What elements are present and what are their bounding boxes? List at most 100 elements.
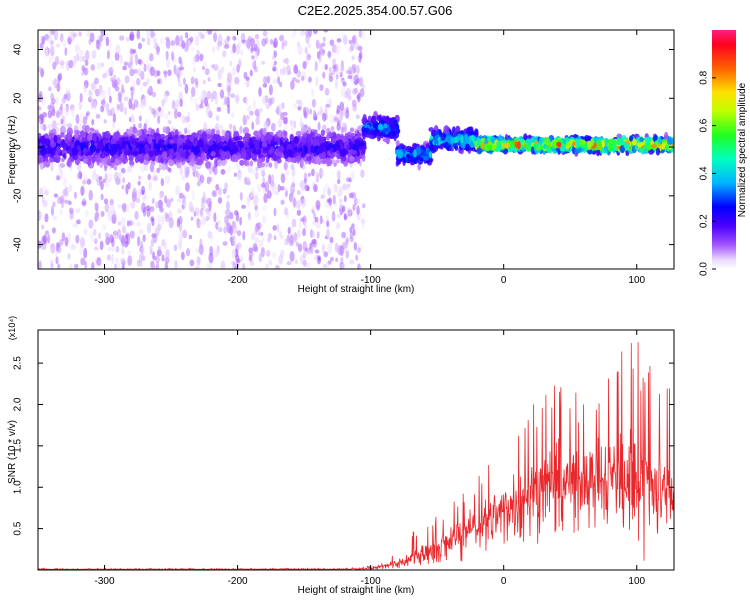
spectral-blob [49,148,54,154]
spectral-speckle [239,191,243,201]
spectral-speckle [68,184,73,193]
spectral-speckle [164,113,169,120]
spectral-speckle [236,172,242,181]
spectral-speckle [170,197,174,203]
spectral-speckle [236,63,240,73]
spectral-speckle [266,190,272,199]
spectral-speckle [257,112,261,119]
spectral-speckle [185,166,190,176]
spectral-speckle [131,79,136,91]
spectral-speckle [132,48,137,54]
spectral-blob [189,153,196,163]
spectral-speckle [206,262,211,269]
spectral-speckle [104,179,110,188]
spectral-speckle [224,209,229,215]
spectral-speckle [234,209,239,216]
spectral-speckle [75,234,80,244]
spectral-blob [429,144,434,152]
spectral-speckle [330,126,335,132]
spectral-speckle [179,60,183,67]
spectral-speckle [208,201,212,212]
spectral-speckle [91,262,95,269]
spectral-speckle [188,201,194,212]
spectral-speckle [100,30,104,36]
spectral-blob [371,115,377,124]
spectral-blob [66,123,73,128]
spectral-blob [464,133,469,141]
spectral-speckle [161,215,165,225]
spectral-speckle [137,180,141,186]
spectral-speckle [178,66,184,71]
spectral-blob [264,134,269,141]
spectral-speckle [347,95,352,101]
spectral-speckle [193,66,197,73]
spectral-speckle [227,165,232,173]
spectral-blob [162,126,168,134]
spectral-speckle [303,249,307,259]
spectral-speckle [82,179,87,185]
spectral-speckle [110,204,115,214]
spectral-blob [451,129,456,134]
spectral-speckle [252,200,257,206]
spectral-speckle [163,93,168,104]
spectral-blob [218,141,223,147]
spectral-blob [136,129,143,137]
spectral-speckle [295,199,301,210]
spectral-speckle [55,43,61,48]
spectral-speckle [127,249,132,256]
spectral-speckle [342,183,348,191]
spectral-speckle [163,241,168,250]
spectral-blob [224,132,230,142]
spectral-blob [81,141,86,149]
spectral-speckle [50,205,55,216]
spectral-speckle [343,212,347,221]
spectral-speckle [59,33,64,43]
spectral-speckle [345,106,349,114]
spectral-blob [96,135,100,145]
spectral-blob [329,147,334,154]
spectral-speckle [51,227,56,234]
spectral-speckle [217,82,222,88]
spectral-blob [221,159,226,167]
spectral-speckle [338,199,344,209]
spectral-speckle [271,251,277,259]
spectral-speckle [148,181,152,192]
spectral-speckle [328,197,333,206]
spectral-speckle [314,216,319,223]
spectral-speckle [179,71,184,77]
spectral-speckle [330,256,334,262]
spectral-speckle [74,209,79,214]
spectral-speckle [95,88,100,97]
spectral-speckle [184,127,188,135]
spectral-speckle [125,202,130,214]
spectral-speckle [196,256,201,266]
spectral-speckle [336,170,341,180]
spectral-speckle [138,115,142,122]
spectral-blob [193,132,200,137]
spectral-speckle [217,226,223,233]
spectral-speckle [226,72,233,84]
spectral-blob [450,136,454,145]
spectral-speckle [226,200,230,212]
spectral-blob [131,139,137,145]
spectral-speckle [275,265,279,269]
spectral-speckle [64,47,68,56]
spectral-speckle [328,72,333,79]
spectral-speckle [72,61,76,69]
spectral-speckle [352,228,356,237]
spectral-speckle [360,169,365,178]
spectral-blob [101,158,108,165]
spectral-speckle [323,251,329,258]
spectral-blob [113,159,121,166]
spectral-speckle [289,250,295,262]
spectral-blob [52,157,58,163]
spectral-speckle [118,164,123,170]
spectral-speckle [100,193,104,201]
spectral-speckle [93,229,97,237]
spectral-blob [389,121,397,130]
spectral-blob [242,126,250,135]
spectral-speckle [130,200,136,209]
spectral-blob [350,142,354,147]
spectral-blob [413,149,418,158]
spectral-speckle [195,35,200,47]
